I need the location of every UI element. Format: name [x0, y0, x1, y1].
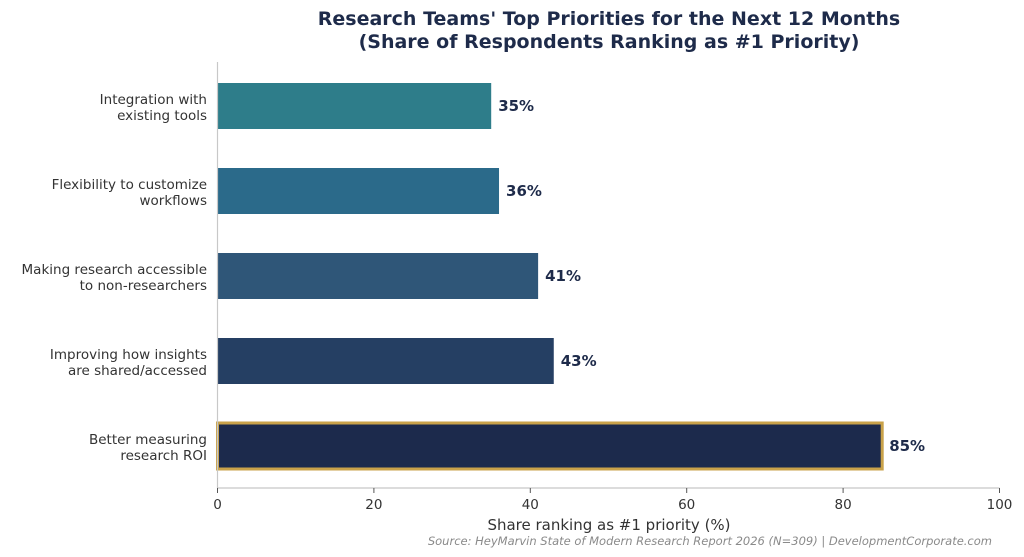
- bar-1: [217, 83, 492, 129]
- x-tick-label-60: 60: [678, 497, 695, 513]
- value-label-1: 35%: [498, 97, 534, 115]
- bar-4: [217, 338, 554, 384]
- category-label-2: Flexibility to customize workflows: [52, 177, 207, 209]
- category-label-3: Making research accessible to non-researc…: [22, 262, 207, 294]
- value-label-2: 36%: [506, 182, 542, 200]
- chart-title-line-1: Research Teams' Top Priorities for the N…: [318, 8, 900, 30]
- value-label-4: 43%: [561, 352, 597, 370]
- x-tick-label-20: 20: [365, 497, 382, 513]
- value-label-3: 41%: [545, 267, 581, 285]
- x-tick-label-100: 100: [987, 497, 1013, 513]
- bars-group: 35% Integration with existing tools 36% Flex…: [22, 83, 925, 471]
- axes-group: 0 20 40 60 80 100: [213, 62, 1012, 513]
- x-axis-label: Share ranking as #1 priority (%): [487, 516, 730, 534]
- bar-5: [216, 421, 884, 471]
- category-label-4: Improving how insights are shared/accesse…: [50, 347, 207, 379]
- x-tick-label-80: 80: [835, 497, 852, 513]
- bar-2: [217, 168, 500, 214]
- source-note: Source: HeyMarvin State of Modern Resear…: [428, 534, 992, 548]
- chart-title-line-2: (Share of Respondents Ranking as #1 Prio…: [359, 31, 860, 53]
- value-label-5: 85%: [889, 437, 925, 455]
- category-label-5: Better measuring research ROI: [89, 432, 207, 464]
- bar-3: [217, 253, 539, 299]
- x-tick-label-0: 0: [213, 497, 222, 513]
- category-label-1: Integration with existing tools: [100, 92, 207, 124]
- x-tick-label-40: 40: [522, 497, 539, 513]
